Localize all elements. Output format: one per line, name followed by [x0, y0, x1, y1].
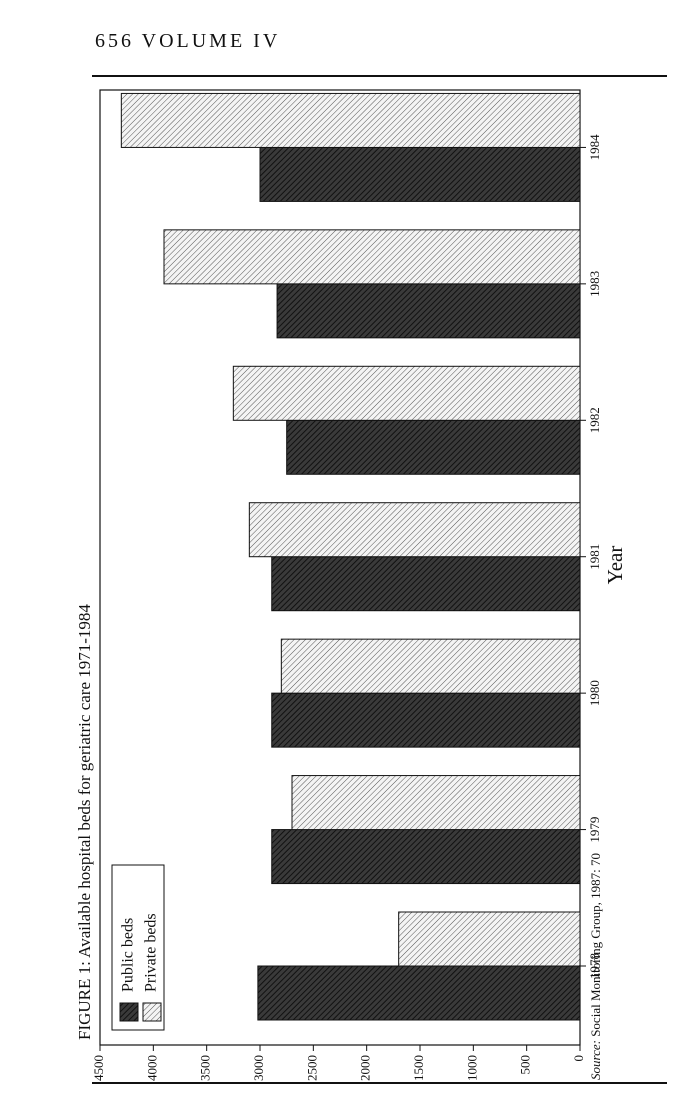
y-tick-label: 2500: [304, 1055, 319, 1081]
x-tick-label: 1979: [587, 817, 602, 843]
source-caption: Source: Social Monitoring Group, 1987: 7…: [588, 853, 603, 1080]
source-text: Social Monitoring Group, 1987: 70: [588, 853, 603, 1040]
private-beds-bar: [280, 638, 581, 694]
y-tick-label: 2000: [358, 1055, 373, 1081]
legend-label-private: Private beds: [143, 913, 160, 992]
y-tick-label: 4500: [91, 1055, 106, 1081]
public-beds-bar: [286, 419, 581, 475]
y-tick-label: 0: [571, 1055, 586, 1062]
y-tick-label: 1000: [464, 1055, 479, 1081]
public-beds-bar: [271, 556, 581, 612]
x-tick-label: 1981: [587, 544, 602, 570]
public-beds-bar: [271, 692, 581, 748]
private-beds-bar: [163, 229, 581, 285]
x-tick-label: 1984: [587, 134, 602, 161]
private-beds-bar: [232, 365, 581, 421]
legend-label-public: Public beds: [120, 918, 137, 992]
private-beds-bar: [291, 775, 581, 831]
bottom-rule: [92, 1082, 667, 1084]
x-tick-label: 1982: [587, 407, 602, 433]
private-beds-bar: [398, 911, 581, 967]
public-beds-bar: [276, 283, 581, 339]
y-tick-label: 1500: [411, 1055, 426, 1081]
private-beds-bar: [248, 502, 581, 558]
source-label: Source:: [588, 1040, 603, 1080]
private-beds-bar: [120, 92, 581, 148]
chart-title: FIGURE 1: Available hospital beds for ge…: [75, 604, 94, 1040]
public-beds-bar: [259, 146, 581, 202]
legend-swatch-private: [142, 1002, 162, 1022]
y-tick-label: 500: [518, 1055, 533, 1075]
x-axis-label: Year: [603, 546, 627, 585]
y-tick-label: 3500: [198, 1055, 213, 1081]
x-tick-label: 1983: [587, 271, 602, 297]
top-rule: [92, 75, 667, 77]
y-tick-label: 4000: [144, 1055, 159, 1081]
page-header: 656 VOLUME IV: [95, 30, 281, 52]
public-beds-bar: [271, 829, 581, 885]
x-tick-label: 1980: [587, 680, 602, 706]
legend-swatch-public: [119, 1002, 139, 1022]
public-beds-bar: [257, 965, 581, 1021]
x-tick-label: 1978: [587, 953, 602, 979]
y-tick-label: 3000: [251, 1055, 266, 1081]
